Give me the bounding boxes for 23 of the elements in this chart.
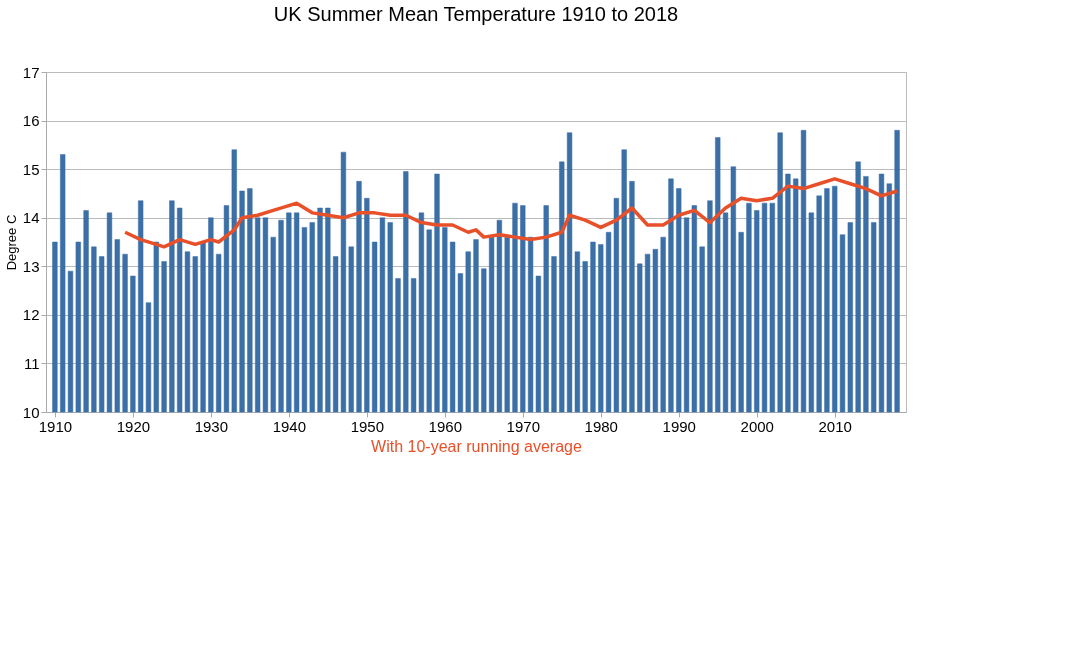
x-tick-label: 1920 — [116, 417, 151, 435]
y-tick-label: 10 — [22, 403, 40, 421]
x-axis-title: With 10-year running average — [371, 437, 582, 455]
x-tick-label: 1910 — [38, 417, 73, 435]
x-tick-label: 1970 — [506, 417, 540, 435]
y-tick-label: 13 — [22, 257, 40, 275]
y-tick-label: 14 — [22, 209, 40, 227]
x-tick-label: 2010 — [818, 417, 852, 435]
x-tick-label: 1950 — [350, 417, 385, 435]
y-tick-label: 17 — [22, 63, 40, 81]
y-tick-label: 15 — [22, 160, 40, 178]
x-tick-label: 1980 — [584, 417, 618, 435]
x-tick-label: 2000 — [740, 417, 774, 435]
x-tick-label: 1940 — [272, 417, 307, 435]
x-tick-label: 1960 — [428, 417, 462, 435]
y-axis-title: Degree C — [3, 214, 19, 271]
x-tick-label: 1990 — [662, 417, 696, 435]
y-tick-label: 16 — [22, 112, 40, 130]
y-tick-label: 11 — [23, 354, 40, 372]
x-tick-label: 1930 — [194, 417, 229, 435]
line-series — [123, 177, 899, 249]
y-tick-label: 12 — [22, 306, 40, 324]
chart-title: UK Summer Mean Temperature 1910 to 2018 — [273, 3, 679, 25]
